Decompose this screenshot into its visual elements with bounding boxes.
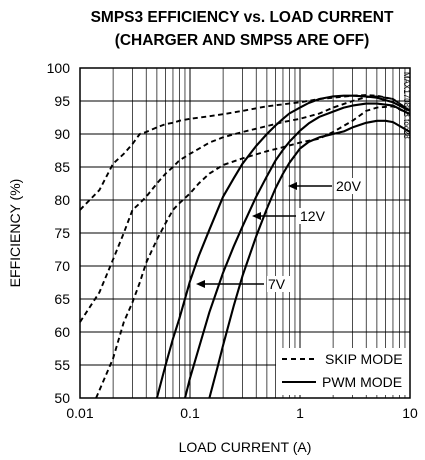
annotation-arrow-7v <box>196 280 205 288</box>
pwm-series-20v <box>208 119 411 399</box>
toc-code-label: MAX17085B toc28 <box>402 72 411 139</box>
annotations: 20V 12V 7V <box>196 178 362 292</box>
y-tick-label: 80 <box>54 192 70 208</box>
pwm-series-7v <box>155 94 411 399</box>
y-tick-label: 90 <box>54 126 70 142</box>
x-tick-label: 1 <box>296 405 304 421</box>
legend-pwm-label: PWM MODE <box>322 374 402 390</box>
y-tick-label: 75 <box>54 225 70 241</box>
y-tick-label: 70 <box>54 258 70 274</box>
chart-title-line-1: SMPS3 EFFICIENCY vs. LOAD CURRENT <box>91 9 394 26</box>
annotation-label-12v: 12V <box>300 208 326 224</box>
annotation-label-7v: 7V <box>268 276 286 292</box>
chart-title-line-2: (CHARGER AND SMPS5 ARE OFF) <box>115 32 370 49</box>
skip-series-12v <box>79 95 411 323</box>
x-tick-label: 0.01 <box>66 405 93 421</box>
x-axis-title: LOAD CURRENT (A) <box>179 439 312 455</box>
skip-series-20v <box>95 105 411 399</box>
y-tick-label: 100 <box>47 60 71 76</box>
x-tick-labels: 0.01 0.1 1 10 <box>66 405 418 421</box>
annotation-bg-7v <box>267 276 291 292</box>
annotation-bg-12v <box>299 208 323 224</box>
pwm-series-12v <box>183 102 411 399</box>
y-tick-label: 60 <box>54 324 70 340</box>
legend-box <box>276 348 410 395</box>
y-tick-label: 50 <box>54 390 70 406</box>
legend-skip-label: SKIP MODE <box>325 351 403 367</box>
annotation-bg-20v <box>335 178 359 194</box>
y-tick-label: 55 <box>54 357 70 373</box>
legend: SKIP MODE PWM MODE <box>276 348 410 395</box>
y-tick-label: 65 <box>54 291 70 307</box>
plot-frame <box>79 67 411 399</box>
annotation-arrow-12v <box>252 212 261 220</box>
y-axis-title: EFFICIENCY (%) <box>7 179 23 288</box>
series-layer <box>79 94 411 399</box>
y-tick-label: 85 <box>54 159 70 175</box>
annotation-label-20v: 20V <box>336 178 362 194</box>
y-tick-label: 95 <box>54 93 70 109</box>
x-tick-label: 0.1 <box>180 405 200 421</box>
x-tick-label: 10 <box>402 405 418 421</box>
y-tick-labels: 50 55 60 65 70 75 80 85 90 95 100 <box>47 60 71 406</box>
annotation-arrow-20v <box>288 182 297 190</box>
